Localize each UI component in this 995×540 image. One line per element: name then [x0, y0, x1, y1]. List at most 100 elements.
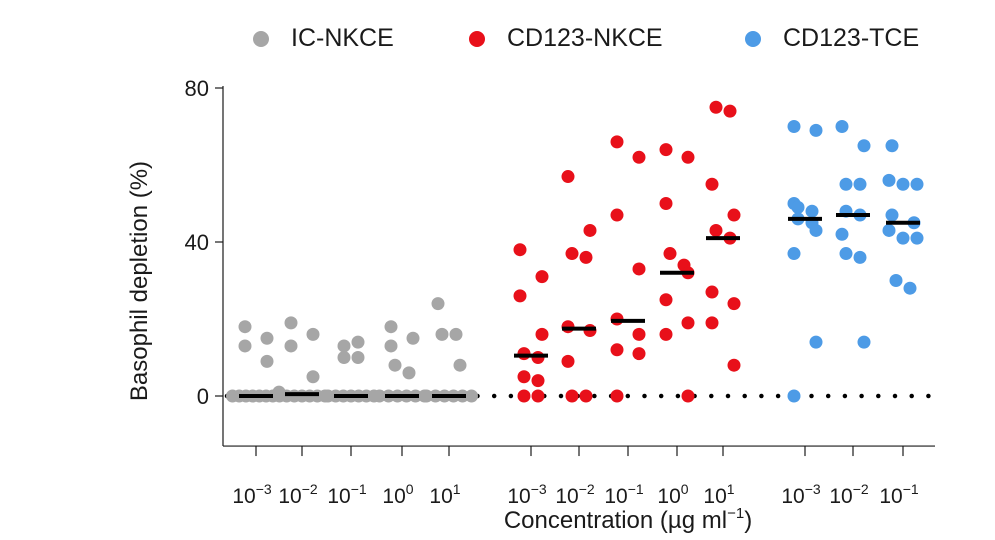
data-point — [583, 223, 597, 237]
data-point — [705, 177, 719, 191]
data-point — [306, 370, 320, 384]
data-point — [889, 274, 903, 287]
x-tick-label: 10−3 — [781, 481, 821, 508]
legend-marker-cd123-tce — [745, 30, 761, 47]
legend-marker-ic-nkce — [253, 30, 269, 47]
data-point — [787, 389, 801, 403]
x-tick-label: 10−3 — [232, 481, 272, 508]
data-point — [513, 289, 527, 303]
data-point — [709, 100, 723, 114]
data-point — [787, 247, 801, 261]
data-point — [449, 327, 463, 341]
data-point — [681, 389, 695, 403]
data-point — [435, 327, 449, 341]
data-point — [835, 227, 849, 241]
data-point — [857, 139, 871, 153]
data-point — [705, 316, 719, 330]
data-point — [517, 389, 531, 403]
data-point — [632, 347, 646, 361]
data-point — [809, 335, 823, 349]
data-point — [565, 389, 579, 403]
data-point — [709, 223, 723, 237]
data-point — [579, 250, 593, 264]
data-point — [681, 150, 695, 164]
data-point — [705, 285, 719, 299]
legend-label-cd123-tce: CD123-TCE — [783, 24, 920, 52]
data-point — [835, 120, 849, 133]
legend-item-cd123-nkce[interactable]: CD123-NKCE — [469, 24, 663, 53]
data-point — [903, 281, 917, 295]
y-tick-label: 80 — [185, 76, 209, 101]
data-point — [809, 123, 823, 137]
data-point — [910, 177, 924, 191]
data-point — [384, 339, 398, 353]
data-point — [453, 358, 467, 372]
data-point — [517, 370, 531, 384]
legend-item-ic-nkce[interactable]: IC-NKCE — [253, 24, 394, 53]
data-point — [531, 389, 545, 403]
data-point — [882, 223, 896, 237]
data-point — [610, 343, 624, 357]
x-tick-label: 100 — [657, 481, 688, 508]
data-point — [402, 366, 416, 380]
data-point — [910, 231, 924, 245]
axes: 0 40 80 — [185, 76, 935, 457]
data-point — [513, 243, 527, 257]
data-point — [805, 204, 819, 218]
data-point — [465, 389, 478, 403]
legend-marker-cd123-nkce — [469, 30, 485, 47]
legend: IC-NKCE CD123-NKCE CD123-TCE — [0, 24, 995, 64]
data-point — [885, 139, 899, 153]
data-point — [306, 327, 320, 341]
data-point — [535, 327, 549, 341]
data-point — [885, 208, 899, 222]
data-point — [896, 177, 910, 191]
legend-label-cd123-nkce: CD123-NKCE — [507, 24, 663, 52]
data-point — [791, 200, 805, 214]
data-point — [565, 247, 579, 261]
data-point — [531, 374, 545, 388]
data-point — [351, 335, 365, 349]
x-tick-label: 101 — [703, 481, 734, 508]
data-point — [337, 351, 351, 364]
data-point — [853, 250, 867, 264]
data-point — [284, 316, 298, 330]
data-point — [284, 339, 298, 353]
data-point — [659, 327, 673, 341]
data-point — [373, 389, 386, 403]
legend-item-cd123-tce[interactable]: CD123-TCE — [745, 24, 919, 53]
x-tick-label: 10−2 — [555, 481, 595, 508]
data-point — [727, 297, 741, 311]
data-point — [388, 358, 402, 372]
data-point — [610, 208, 624, 222]
x-tick-label: 101 — [429, 481, 460, 508]
y-axis-label: Basophil depletion (%) — [126, 161, 153, 401]
median-bars — [239, 213, 920, 398]
data-point — [337, 339, 351, 353]
x-tick-label: 10−1 — [604, 481, 644, 508]
data-point — [659, 143, 673, 157]
x-tick-label: 10−3 — [507, 481, 547, 508]
x-axis-label: Concentration (µg ml−1) — [504, 505, 752, 534]
data-point — [727, 208, 741, 222]
data-point — [857, 335, 871, 349]
data-point — [787, 120, 801, 133]
data-point — [681, 316, 695, 330]
data-point — [882, 173, 896, 187]
data-point — [238, 320, 252, 334]
data-point — [260, 354, 274, 368]
data-point — [260, 331, 274, 345]
x-tick-label: 10−1 — [879, 481, 919, 508]
x-tick-label: 100 — [382, 481, 413, 508]
data-points — [226, 100, 924, 403]
data-point — [535, 270, 549, 284]
data-point — [809, 223, 823, 237]
axis-labels: 10−3 10−2 10−1 100 101 10−3 10−2 10−1 100 101 10−3… — [126, 161, 919, 534]
data-point — [610, 389, 624, 403]
data-point — [579, 389, 593, 403]
data-point — [610, 135, 624, 149]
data-point — [351, 351, 365, 364]
y-tick-label: 40 — [185, 230, 209, 255]
data-point — [632, 327, 646, 341]
